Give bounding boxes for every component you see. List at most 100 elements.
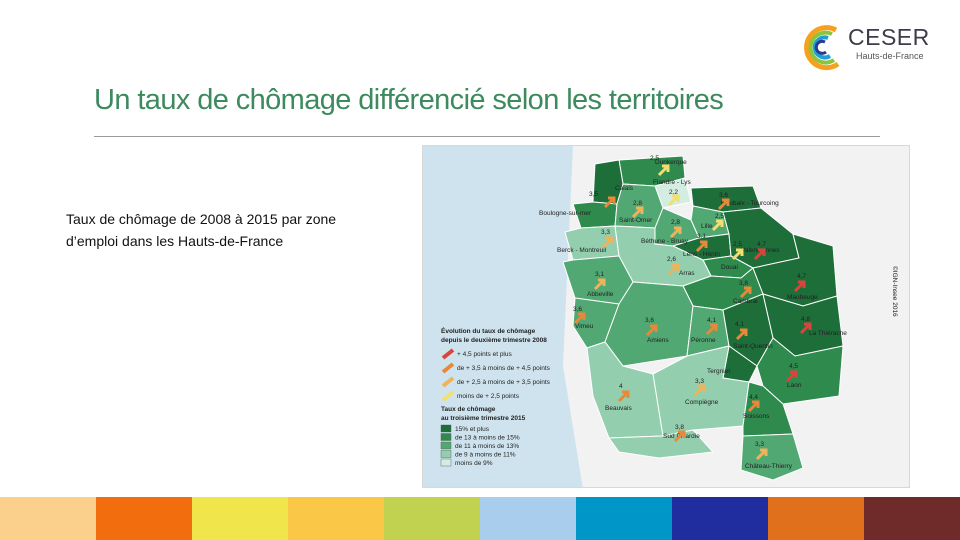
arrow-icon <box>747 400 760 413</box>
footer-color-segment <box>576 497 672 540</box>
arrow-icon <box>601 236 614 249</box>
zone-value-laon: 4,5 <box>789 363 798 370</box>
zone-value-abbeville: 3,1 <box>595 271 604 278</box>
zone-label-chateau-thierry: Château-Thierry <box>745 463 793 470</box>
footer-color-segment <box>0 497 96 540</box>
zone-value-la-thierache: 4,8 <box>801 316 810 323</box>
zone-value-roubaix: 3,6 <box>719 192 728 199</box>
zone-value-maubeuge: 4,7 <box>797 273 806 280</box>
zone-label-tergnier: Tergnier <box>707 368 731 375</box>
footer-color-segment <box>96 497 192 540</box>
legend-rate-label: moins de 9% <box>455 460 493 467</box>
legend-evolution-title-2: depuis le deuxième trimestre 2008 <box>441 337 547 344</box>
zone-value-dunkerque: 2,5 <box>650 155 659 162</box>
arrow-icon <box>735 328 748 341</box>
legend-evolution-label: de + 3,5 à moins de + 4,5 points <box>457 365 551 372</box>
zone-value-douai: 2,5 <box>733 241 742 248</box>
zone-sud-picardie <box>608 429 715 459</box>
legend-rate-label: de 11 à moins de 13% <box>455 443 519 450</box>
logo-subtitle: Hauts-de-France <box>856 51 924 61</box>
zone-label-arras: Arras <box>679 270 695 277</box>
legend-arrow-icon <box>441 376 455 388</box>
unemployment-map: Dunkerque 2,5 Calais 3,5 Flandre - Lys 2… <box>422 145 910 488</box>
zone-label-peronne: Péronne <box>691 337 716 344</box>
footer-color-band <box>0 497 960 540</box>
arrow-icon <box>667 263 680 276</box>
zone-label-vimeu: Vimeu <box>575 323 594 330</box>
legend-swatch <box>440 450 452 458</box>
footer-color-segment <box>192 497 288 540</box>
zone-label-compiegne: Compiègne <box>685 399 719 406</box>
map-caption: Taux de chômage de 2008 à 2015 par zone … <box>66 211 337 249</box>
zone-label-flandre: Flandre - Lys <box>653 179 691 186</box>
zone-value-lille: 2,5 <box>715 213 724 220</box>
zone-value-soissons: 4,4 <box>749 394 758 401</box>
legend-arrow-icon <box>441 390 455 402</box>
arrow-icon <box>645 324 658 337</box>
footer-color-segment <box>384 497 480 540</box>
zone-label-douai: Douai <box>721 264 738 271</box>
arrow-icon <box>667 194 680 207</box>
legend-rate-label: de 13 à moins de 15% <box>455 435 520 442</box>
footer-color-segment <box>672 497 768 540</box>
arrow-icon <box>593 278 606 291</box>
zone-label-maubeuge: Maubeuge <box>787 294 818 301</box>
zone-label-lens: Lens - Hénin <box>683 251 720 258</box>
legend-evolution-label: moins de + 2,5 points <box>457 393 520 400</box>
footer-color-segment <box>768 497 864 540</box>
evolution-arrows <box>573 164 812 461</box>
arrow-icon <box>657 164 670 177</box>
zone-value-calais: 3,5 <box>589 191 598 198</box>
zone-label-cambrai: Cambrai <box>733 298 758 305</box>
zone-value-compiegne: 3,3 <box>695 378 704 385</box>
ceser-logo: CESER Hauts-de-France <box>798 20 948 76</box>
arrow-icon <box>799 322 812 335</box>
logo-title: CESER <box>848 24 930 50</box>
page-title: Un taux de chômage différencié selon les… <box>94 84 724 116</box>
zone-label-dunkerque: Dunkerque <box>655 159 687 166</box>
zone-label-saint-omer: Saint-Omer <box>619 217 653 224</box>
zone-label-soissons: Soissons <box>743 413 770 420</box>
title-divider <box>94 136 880 137</box>
legend-arrow-icon <box>441 348 455 360</box>
zone-value-lens: 3,1 <box>697 233 706 240</box>
legend-evolution-title-1: Évolution du taux de chômage <box>441 326 536 335</box>
zone-value-arras: 2,6 <box>667 256 676 263</box>
zone-value-valenciennes: 4,7 <box>757 241 766 248</box>
zone-label-berck: Berck - Montreuil <box>557 247 607 254</box>
arrow-icon <box>731 248 744 261</box>
legend-swatch <box>440 441 452 450</box>
zone-label-amiens: Amiens <box>647 337 669 344</box>
arrow-icon <box>617 390 630 403</box>
footer-color-segment <box>864 497 960 540</box>
zone-value-cambrai: 3,8 <box>739 280 748 287</box>
zone-label-bethune: Béthune - Bruay <box>641 238 689 245</box>
zone-label-calais: Calais <box>615 185 634 192</box>
legend-rate-label: 15% et plus <box>455 426 490 433</box>
arrow-icon <box>717 198 730 211</box>
arrow-icon <box>695 240 708 253</box>
legend-rate-label: de 9 à moins de 11% <box>455 452 516 459</box>
zone-value-amiens: 3,6 <box>645 317 654 324</box>
zone-value-bethune: 2,8 <box>671 219 680 226</box>
zone-value-peronne: 4,1 <box>707 317 716 324</box>
zone-value-vimeu: 3,6 <box>573 306 582 313</box>
zone-value-saint-omer: 2,8 <box>633 200 642 207</box>
zone-label-boulogne: Boulogne-sur-mer <box>539 210 592 217</box>
arrow-icon <box>673 430 686 443</box>
footer-color-segment <box>288 497 384 540</box>
arrow-icon <box>711 219 724 232</box>
arrow-icon <box>785 370 798 383</box>
legend-swatch <box>440 424 452 433</box>
map-legend: Évolution du taux de chômage depuis le d… <box>440 326 551 467</box>
legend-evolution-items: + 4,5 points et plus de + 3,5 à moins de … <box>441 348 551 402</box>
arrow-icon <box>755 448 768 461</box>
arrow-icon <box>739 286 752 299</box>
zone-label-beauvais: Beauvais <box>605 405 632 412</box>
arrow-icon <box>631 206 644 219</box>
legend-swatch <box>440 458 452 467</box>
zone-label-saint-quentin: Saint-Quentin <box>733 343 773 350</box>
zone-value-flandre: 2,2 <box>669 189 678 196</box>
zone-label-laon: Laon <box>787 382 802 389</box>
ceser-logo-icon <box>804 25 840 71</box>
